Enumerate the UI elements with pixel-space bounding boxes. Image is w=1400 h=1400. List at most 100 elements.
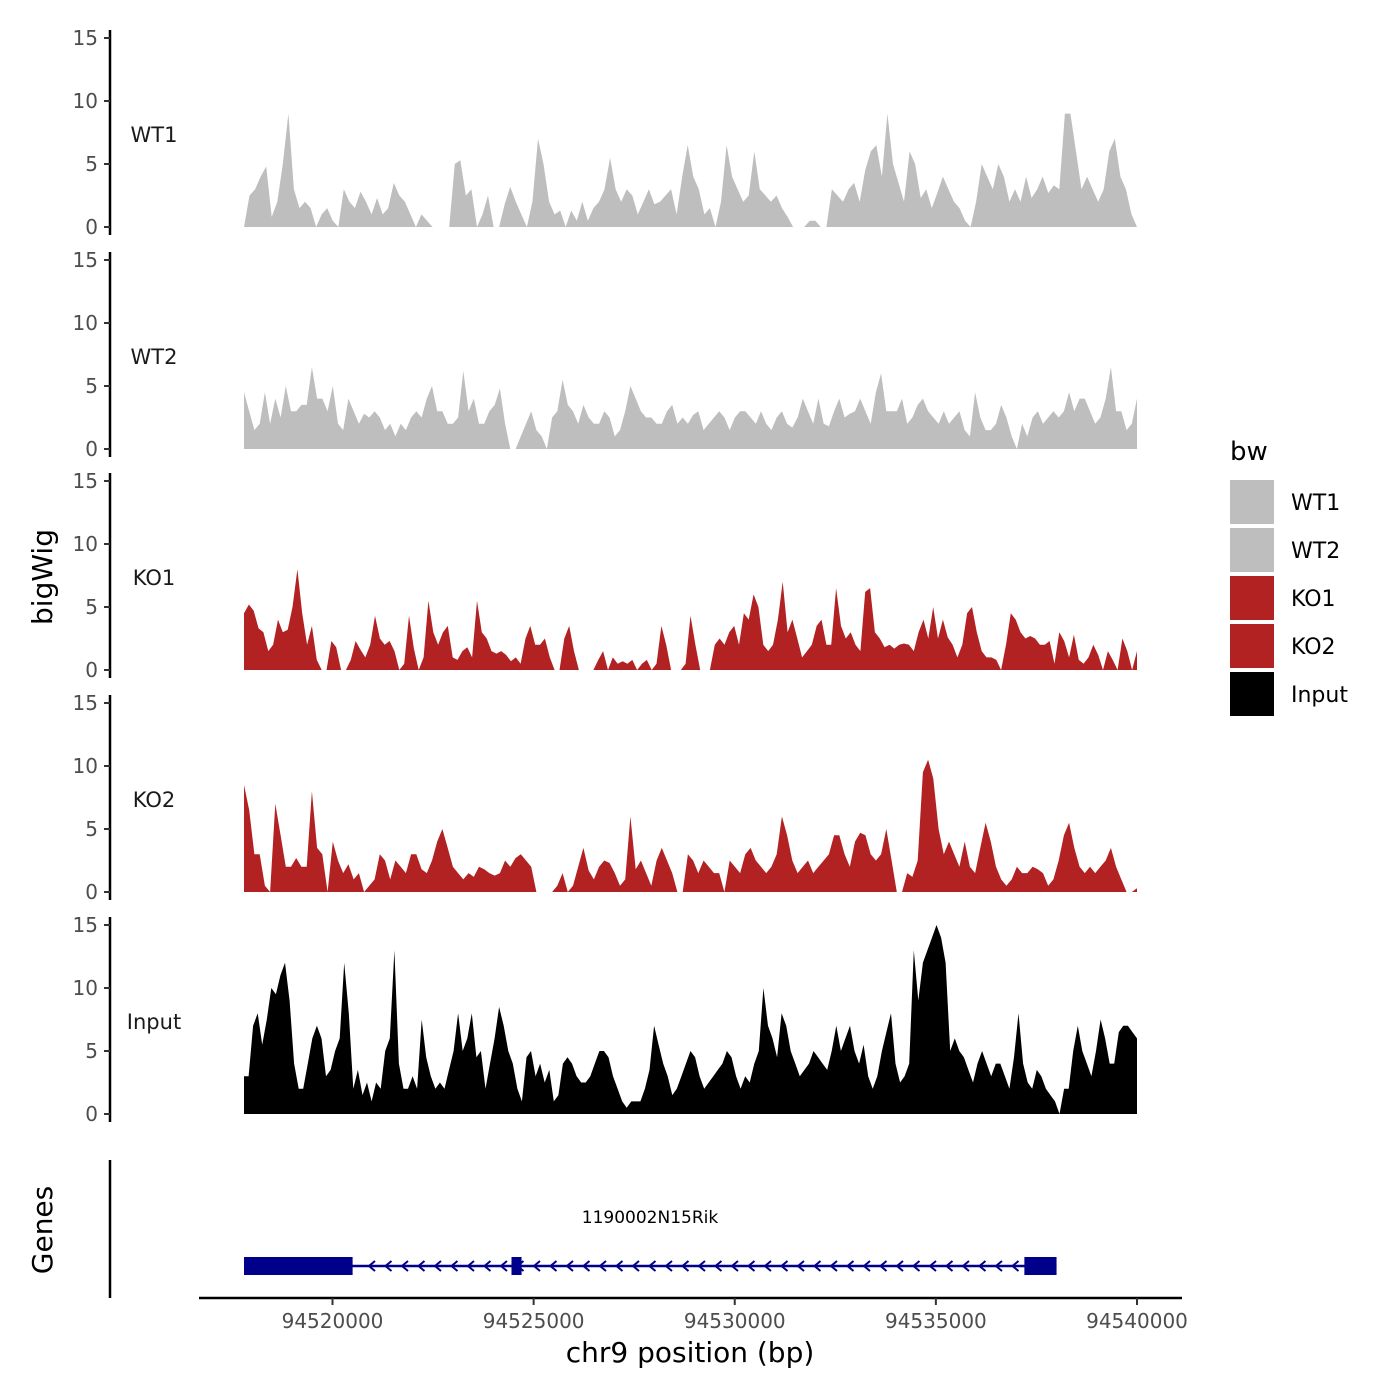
strand-arrow [383, 1260, 393, 1272]
strand-arrow [977, 1260, 987, 1272]
legend-title: bw [1230, 437, 1268, 467]
strand-arrow [548, 1260, 558, 1272]
strand-arrow [944, 1260, 954, 1272]
legend-label-ko1: KO1 [1291, 587, 1336, 612]
strand-arrow [598, 1260, 607, 1272]
strand-arrow [862, 1260, 871, 1272]
signal-area [244, 367, 1137, 449]
y-tick-label: 0 [85, 437, 98, 461]
x-axis: 94520000 94525000 94530000 94535000 94540000 [199, 1296, 1188, 1333]
gene-track: 1190002N15Rik [108, 1160, 1057, 1298]
y-tick-label: 5 [85, 152, 98, 176]
y-tick-label: 10 [73, 754, 98, 778]
signal-area [244, 569, 1137, 670]
x-tick-label: 94520000 [282, 1309, 384, 1333]
strand-arrow [895, 1260, 904, 1272]
x-tick-label: 94525000 [483, 1309, 585, 1333]
strand-arrow [680, 1260, 690, 1272]
y-tick-label: 0 [85, 880, 98, 904]
y-tick-label: 15 [73, 691, 98, 715]
y-tick-label: 15 [73, 248, 98, 272]
gene-exon [511, 1257, 522, 1275]
y-tick-label: 5 [85, 374, 98, 398]
y-tick-label: 5 [85, 595, 98, 619]
y-tick-label: 15 [73, 913, 98, 937]
track-wt2: 0 5 10 15 WT2 [73, 248, 1137, 461]
y-tick-label: 10 [73, 532, 98, 556]
strand-arrow [416, 1260, 426, 1272]
legend-label-input: Input [1291, 683, 1348, 708]
signal-area [244, 925, 1137, 1114]
track-label: WT2 [131, 345, 178, 369]
strand-arrow [994, 1260, 1003, 1272]
track-ko2: 0 5 10 15 KO2 [73, 691, 1137, 904]
strand-arrow [532, 1260, 541, 1272]
track-label: Input [127, 1010, 181, 1034]
strand-arrow [565, 1260, 574, 1272]
strand-arrow [466, 1260, 475, 1272]
strand-arrow [713, 1260, 723, 1272]
strand-arrow [400, 1260, 409, 1272]
strand-arrow [911, 1260, 921, 1272]
strand-arrow [367, 1260, 376, 1272]
strand-arrow [697, 1260, 706, 1272]
strand-arrow [812, 1260, 822, 1272]
strand-arrow [779, 1260, 789, 1272]
strand-arrow [928, 1260, 937, 1272]
y-tick-label: 0 [85, 658, 98, 682]
signal-area [244, 759, 1137, 892]
legend-swatch-ko2 [1230, 624, 1274, 668]
strand-arrow [1010, 1260, 1020, 1272]
y-tick-label: 10 [73, 311, 98, 335]
strand-arrow [499, 1260, 508, 1272]
signal-area [244, 113, 1137, 227]
x-tick-label: 94535000 [885, 1309, 987, 1333]
legend-swatch-wt1 [1230, 480, 1274, 524]
y-tick-label: 0 [85, 1102, 98, 1126]
track-ko1: 0 5 10 15 KO1 [73, 469, 1137, 682]
strand-arrow [961, 1260, 970, 1272]
strand-arrow [763, 1260, 772, 1272]
strand-arrow [746, 1260, 756, 1272]
strand-arrow [614, 1260, 624, 1272]
strand-arrow [829, 1260, 838, 1272]
strand-arrow [647, 1260, 657, 1272]
y-axis-title: bigWig [26, 529, 59, 625]
legend-label-wt1: WT1 [1291, 491, 1340, 516]
y-tick-label: 15 [73, 26, 98, 50]
legend-swatch-input [1230, 672, 1274, 716]
legend-label-wt2: WT2 [1291, 539, 1340, 564]
x-tick-label: 94540000 [1086, 1309, 1188, 1333]
genes-facet-title: Genes [26, 1186, 59, 1274]
track-input: 0 5 10 15 Input [73, 913, 1137, 1126]
y-tick-label: 5 [85, 817, 98, 841]
strand-arrow [730, 1260, 739, 1272]
y-tick-label: 10 [73, 89, 98, 113]
track-label: WT1 [131, 123, 178, 147]
gene-exon [244, 1257, 353, 1275]
gene-exon [1024, 1257, 1057, 1275]
x-axis-title: chr9 position (bp) [566, 1336, 815, 1369]
y-tick-label: 5 [85, 1039, 98, 1063]
y-tick-label: 15 [73, 469, 98, 493]
legend-swatch-ko1 [1230, 576, 1274, 620]
strand-arrow [433, 1260, 442, 1272]
legend: bw WT1 WT2 KO1 KO2 Input [1230, 437, 1348, 716]
strand-arrow [796, 1260, 805, 1272]
y-tick-label: 10 [73, 976, 98, 1000]
strand-arrow [449, 1260, 459, 1272]
legend-swatch-wt2 [1230, 528, 1274, 572]
legend-label-ko2: KO2 [1291, 635, 1336, 660]
track-wt1: 0 5 10 15 WT1 [73, 26, 1137, 239]
gene-name-label: 1190002N15Rik [582, 1208, 719, 1228]
y-tick-label: 0 [85, 215, 98, 239]
strand-arrow [878, 1260, 888, 1272]
x-tick-label: 94530000 [684, 1309, 786, 1333]
strand-arrow [631, 1260, 640, 1272]
strand-arrow [664, 1260, 673, 1272]
strand-arrow [482, 1260, 492, 1272]
strand-arrow [581, 1260, 591, 1272]
bigwig-tracks: 0 5 10 15 WT1 0 5 10 15 WT2 0 5 10 15 KO1 0 5 10 15 KO2 0 5 10… [73, 26, 1137, 1126]
strand-arrow [845, 1260, 855, 1272]
